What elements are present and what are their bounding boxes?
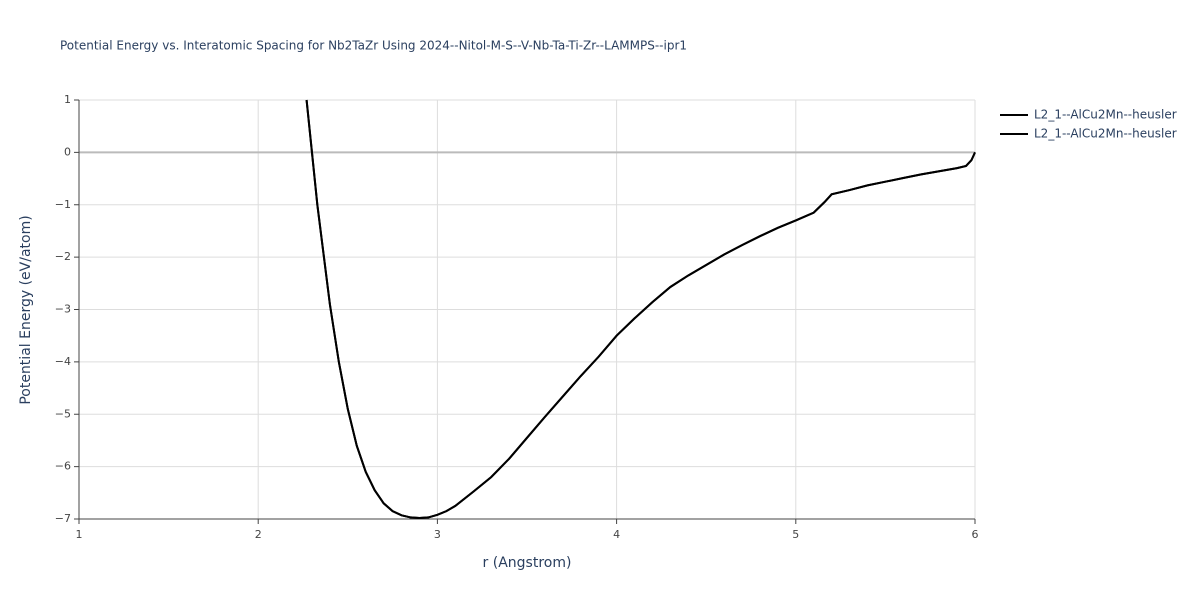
y-tick-label: −7 xyxy=(55,512,71,525)
y-tick-label: −5 xyxy=(55,407,71,420)
y-tick-label: −2 xyxy=(55,250,71,263)
x-tick-label: 3 xyxy=(434,528,441,541)
y-tick-label: 1 xyxy=(64,93,71,106)
x-tick-label: 1 xyxy=(76,528,83,541)
y-axis-title: Potential Energy (eV/atom) xyxy=(18,215,34,404)
y-tick-label: −1 xyxy=(55,198,71,211)
legend-label: L2_1--AlCu2Mn--heusler xyxy=(1034,127,1177,141)
legend-label: L2_1--AlCu2Mn--heusler xyxy=(1034,108,1177,122)
y-tick-label: −4 xyxy=(55,355,71,368)
chart-title: Potential Energy vs. Interatomic Spacing… xyxy=(60,39,687,53)
x-tick-label: 5 xyxy=(792,528,799,541)
x-axis-title: r (Angstrom) xyxy=(483,555,572,571)
y-tick-label: −6 xyxy=(55,460,71,473)
line-series xyxy=(305,99,976,519)
x-tick-label: 4 xyxy=(613,528,620,541)
x-tick-label: 2 xyxy=(255,528,262,541)
x-tick-label: 6 xyxy=(972,528,979,541)
y-tick-label: 0 xyxy=(64,145,71,158)
y-tick-label: −3 xyxy=(55,303,71,316)
line-series xyxy=(305,99,976,519)
